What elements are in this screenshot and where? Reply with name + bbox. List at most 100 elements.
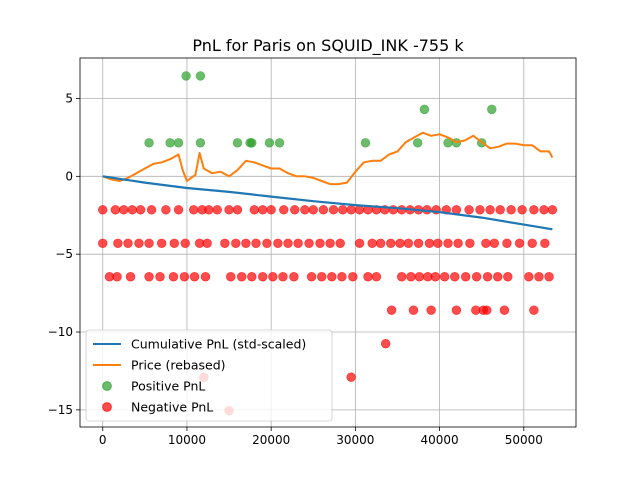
price-line: [102, 131, 554, 186]
negative-pnl-point: [144, 272, 154, 282]
negative-pnl-point: [503, 272, 513, 282]
negative-pnl-point: [413, 238, 424, 248]
chart-title: PnL for Paris on SQUID_INK -755 k: [192, 36, 464, 56]
negative-pnl-point: [489, 238, 500, 248]
negative-pnl-point: [258, 272, 268, 282]
negative-pnl-point: [226, 272, 236, 282]
positive-pnl-point: [195, 71, 206, 81]
plot-content: [98, 71, 558, 416]
negative-pnl-point: [348, 272, 358, 282]
negative-pnl-point: [125, 272, 136, 282]
positive-pnl-point: [181, 71, 191, 81]
negative-pnl-point: [180, 238, 190, 248]
negative-pnl-point: [146, 205, 157, 215]
positive-pnl-point: [264, 138, 275, 148]
x-tick-label: 30000: [336, 433, 374, 447]
negative-pnl-point: [367, 238, 377, 248]
positive-pnl-point: [232, 138, 243, 148]
negative-pnl-point: [482, 305, 492, 315]
negative-pnl-point: [375, 238, 386, 248]
negative-pnl-point: [430, 272, 441, 282]
positive-pnl-point: [195, 138, 206, 148]
negative-pnl-point: [113, 238, 123, 248]
positive-pnl-point: [360, 138, 371, 148]
negative-pnl-point: [544, 272, 554, 282]
y-tick-label: 0: [65, 169, 73, 183]
negative-pnl-point: [232, 205, 243, 215]
positive-pnl-point: [274, 138, 285, 148]
legend-label: Price (rebased): [131, 358, 226, 373]
negative-pnl-point: [492, 272, 503, 282]
positive-pnl-markers: [144, 71, 497, 148]
negative-pnl-point: [300, 205, 310, 215]
positive-pnl-point: [247, 138, 257, 148]
negative-pnl-point: [451, 305, 462, 315]
negative-pnl-point: [380, 339, 391, 349]
negative-pnl-point: [499, 305, 510, 315]
positive-pnl-point: [412, 138, 423, 148]
x-axis-ticks: 0 10000 20000 30000 40000 50000: [99, 427, 543, 447]
legend-label: Negative PnL: [131, 400, 213, 415]
negative-pnl-point: [134, 238, 144, 248]
negative-pnl-point: [517, 205, 527, 215]
negative-pnl-point: [212, 205, 222, 215]
negative-pnl-point: [481, 238, 491, 248]
negative-pnl-point: [346, 205, 356, 215]
cumulative-pnl-line: [102, 175, 553, 231]
negative-pnl-point: [123, 238, 133, 248]
y-tick-label: 5: [65, 91, 73, 105]
negative-pnl-point: [316, 272, 327, 282]
negative-pnl-point: [293, 238, 303, 248]
negative-pnl-point: [547, 205, 558, 215]
x-tick-label: 0: [99, 433, 107, 447]
negative-pnl-point: [529, 205, 539, 215]
x-tick-label: 20000: [252, 433, 290, 447]
positive-pnl-point: [173, 138, 184, 148]
legend-label: Positive PnL: [131, 379, 205, 394]
negative-pnl-point: [306, 272, 317, 282]
negative-pnl-point: [202, 238, 212, 248]
negative-pnl-point: [200, 272, 211, 282]
legend-label: Cumulative PnL (std-scaled): [131, 337, 306, 352]
negative-pnl-point: [173, 205, 184, 215]
negative-pnl-point: [278, 272, 288, 282]
negative-pnl-point: [224, 205, 234, 215]
negative-pnl-point: [403, 238, 414, 248]
negative-pnl-point: [540, 238, 550, 248]
negative-pnl-point: [290, 205, 300, 215]
negative-pnl-point: [465, 238, 475, 248]
negative-pnl-point: [475, 205, 485, 215]
negative-pnl-point: [168, 272, 179, 282]
negative-pnl-point: [144, 238, 154, 248]
negative-pnl-point: [386, 305, 397, 315]
negative-pnl-point: [220, 238, 230, 248]
x-tick-label: 10000: [168, 433, 206, 447]
negative-pnl-point: [189, 272, 200, 282]
axes-frame: [79, 57, 577, 428]
negative-pnl-point: [318, 205, 329, 215]
negative-pnl-point: [395, 238, 405, 248]
negative-pnl-point: [231, 238, 241, 248]
negative-pnl-point: [266, 205, 276, 215]
positive-pnl-point: [487, 104, 497, 115]
legend-box: [85, 329, 333, 422]
negative-pnl-point: [249, 205, 260, 215]
negative-pnl-point: [327, 272, 337, 282]
negative-pnl-point: [414, 272, 425, 282]
negative-pnl-point: [308, 205, 318, 215]
negative-pnl-point: [279, 205, 289, 215]
negative-pnl-point: [328, 205, 339, 215]
negative-pnl-point: [406, 272, 416, 282]
negative-pnl-point: [443, 238, 453, 248]
legend-marker-swatch: [102, 381, 112, 391]
negative-pnl-point: [156, 238, 167, 248]
negative-pnl-point: [338, 205, 348, 215]
negative-pnl-point: [236, 272, 247, 282]
x-tick-label: 40000: [420, 433, 458, 447]
negative-pnl-point: [514, 238, 525, 248]
negative-pnl-point: [112, 272, 122, 282]
negative-pnl-point: [283, 238, 293, 248]
negative-pnl-point: [534, 272, 544, 282]
negative-pnl-point: [453, 238, 463, 248]
